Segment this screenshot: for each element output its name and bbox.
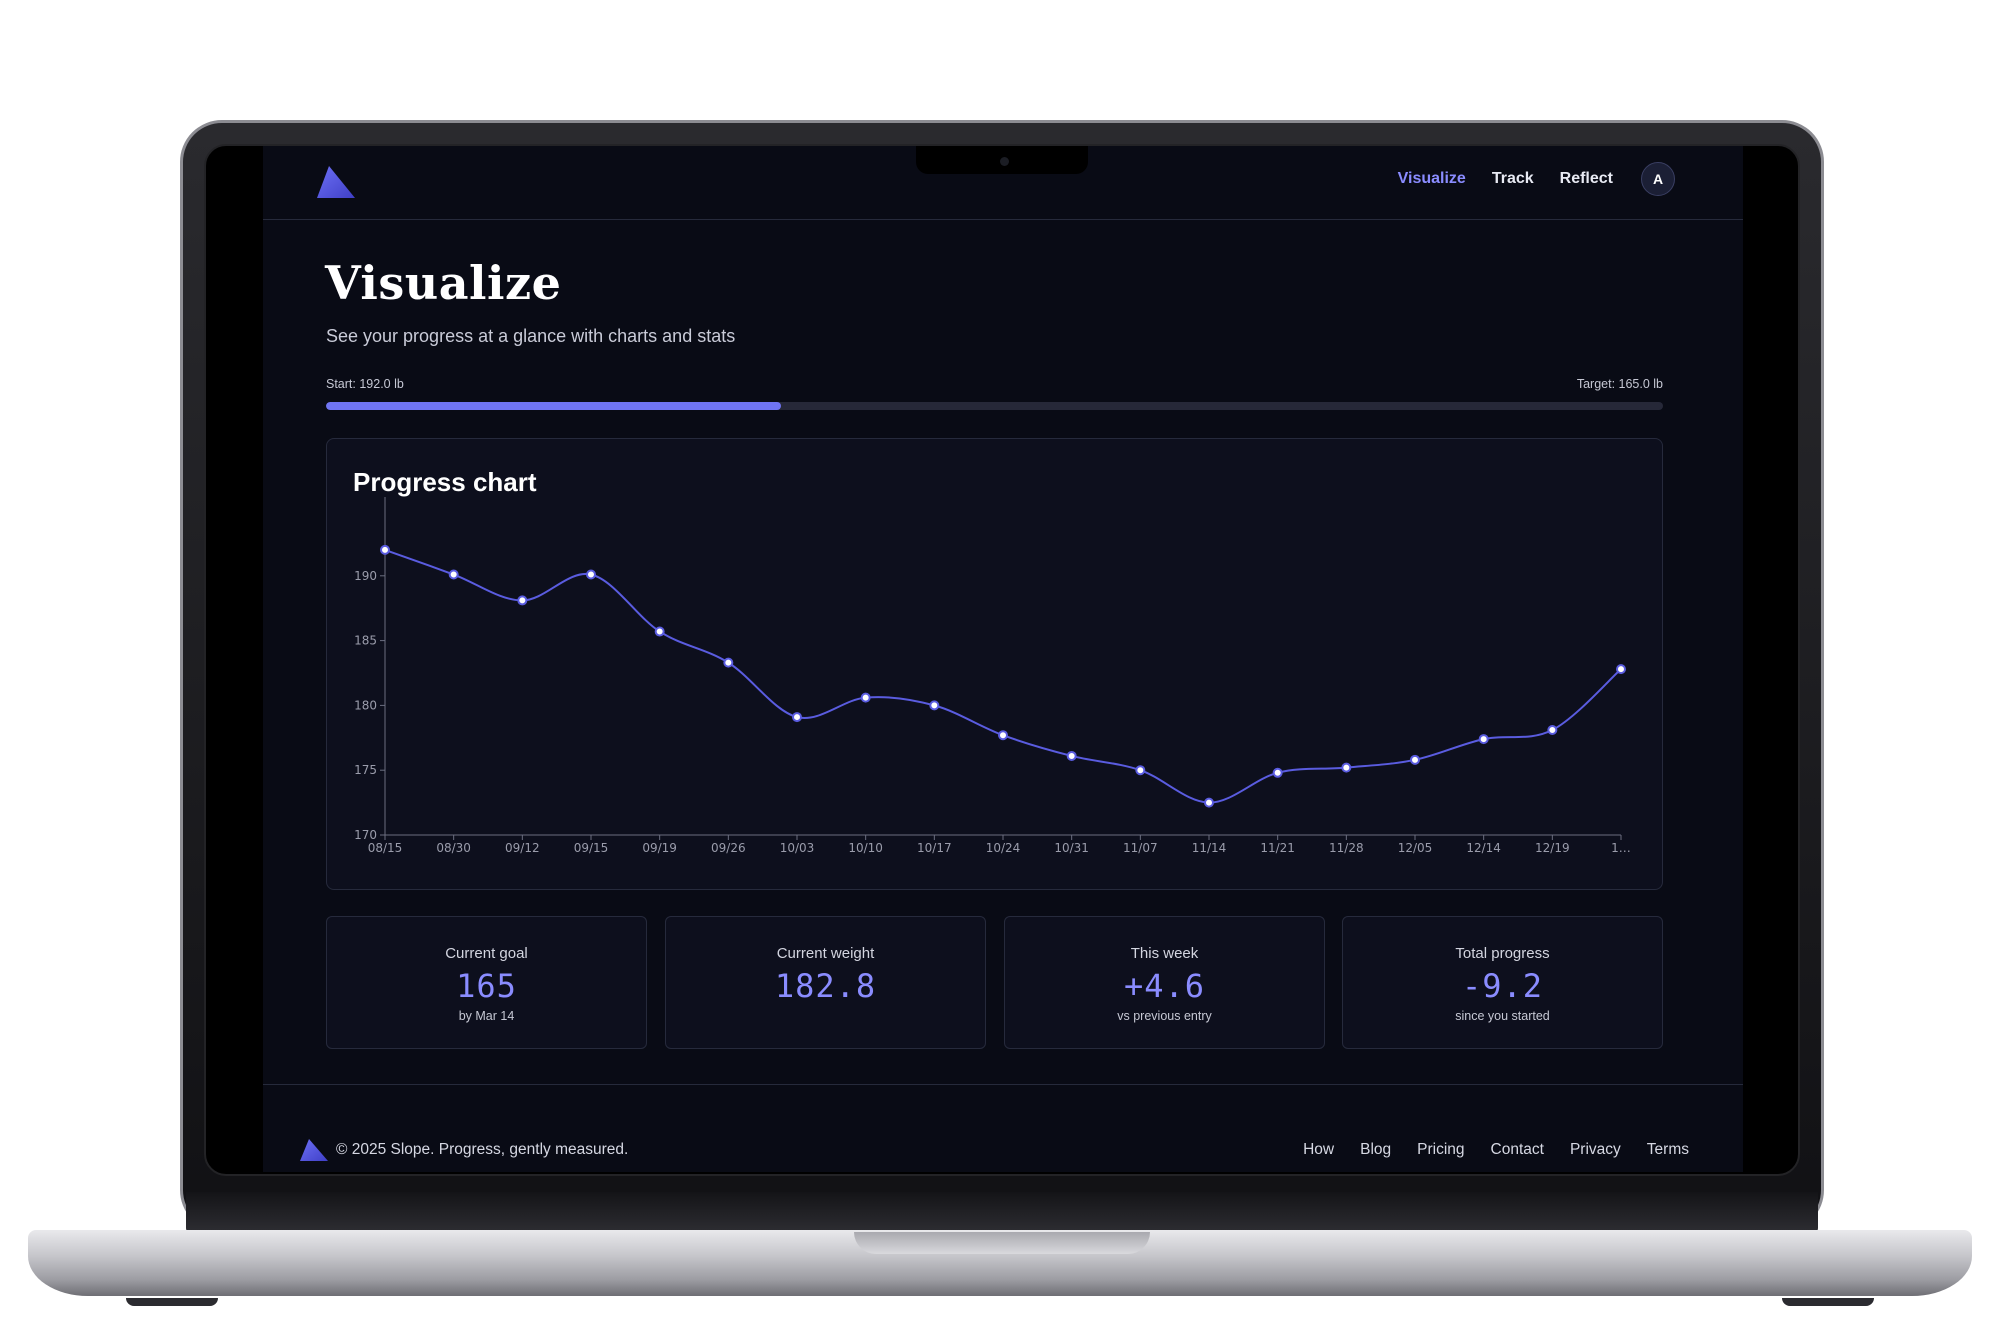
stat-value: -9.2 <box>1461 967 1544 1005</box>
data-point <box>1547 725 1558 736</box>
data-point <box>723 657 734 668</box>
stat-value: +4.6 <box>1123 967 1206 1005</box>
footer-copyright: © 2025 Slope. Progress, gently measured. <box>336 1141 629 1158</box>
stat-card-this-week: This week +4.6 vs previous entry <box>1004 916 1325 1049</box>
stat-sub: by Mar 14 <box>458 1009 515 1023</box>
stat-label: Current goal <box>445 945 528 962</box>
data-point <box>792 712 802 723</box>
x-tick-label: 12/05 <box>1398 841 1433 855</box>
data-point <box>1135 765 1146 776</box>
stat-label: Current weight <box>776 945 875 962</box>
page-subtitle: See your progress at a glance with chart… <box>326 326 736 346</box>
x-tick-label: 11/21 <box>1260 841 1295 855</box>
x-tick-label: 10/10 <box>848 841 883 855</box>
footer: © 2025 Slope. Progress, gently measured.… <box>263 1084 1743 1172</box>
main-nav: Visualize Track Reflect A <box>1398 162 1675 196</box>
y-tick-label: 175 <box>354 763 377 777</box>
x-tick-label: 08/15 <box>368 841 403 855</box>
nav-reflect[interactable]: Reflect <box>1559 170 1613 187</box>
laptop-foot-left <box>126 1298 218 1306</box>
x-tick-label: 10/03 <box>780 841 815 855</box>
data-point <box>1478 734 1489 745</box>
data-point <box>860 692 871 703</box>
data-point <box>654 626 665 637</box>
stat-label: This week <box>1130 945 1199 962</box>
series-line <box>384 548 1622 804</box>
chart-title: Progress chart <box>353 467 537 497</box>
x-tick-label: 09/15 <box>574 841 609 855</box>
progress-track <box>326 402 1663 410</box>
x-tick-label: 10/17 <box>917 841 952 855</box>
stat-value: 165 <box>456 967 517 1005</box>
stat-card-current-goal: Current goal 165 by Mar 14 <box>326 916 647 1049</box>
camera-icon <box>1000 157 1009 166</box>
x-tick-label: 10/24 <box>986 841 1021 855</box>
progress-chart: 170 175 180 185 190 08/15 08/30 09/12 09/15 09/19… <box>354 497 1631 855</box>
data-point <box>1616 664 1626 675</box>
stat-card-total-progress: Total progress -9.2 since you started <box>1342 916 1663 1049</box>
x-tick-label: 11/28 <box>1329 841 1364 855</box>
stat-card-current-weight: Current weight 182.8 <box>665 916 986 1049</box>
laptop-hinge <box>186 1192 1818 1234</box>
y-tick-label: 180 <box>354 698 377 712</box>
footer-links: How Blog Pricing Contact Privacy Terms <box>1303 1141 1689 1159</box>
x-tick-label: 10/31 <box>1054 841 1089 855</box>
data-point <box>1272 767 1283 778</box>
data-point <box>380 544 390 555</box>
data-point <box>1204 797 1214 808</box>
progress-fill <box>326 402 781 410</box>
data-point <box>448 569 459 580</box>
x-tick-label: 09/12 <box>505 841 540 855</box>
x-tick-label: 12/14 <box>1466 841 1501 855</box>
x-tick-label: 12/19 <box>1535 841 1570 855</box>
laptop-foot-right <box>1782 1298 1874 1306</box>
laptop-thumb-notch <box>854 1232 1150 1254</box>
x-tick-label: 1… <box>1611 841 1631 855</box>
stat-value: 182.8 <box>774 967 877 1005</box>
footer-link-how[interactable]: How <box>1303 1141 1335 1158</box>
progress-chart-card: Progress chart 170 175 180 185 190 08/15 08/30… <box>326 438 1663 890</box>
y-tick-label: 170 <box>354 828 377 842</box>
data-point <box>517 595 528 606</box>
avatar[interactable]: A <box>1641 162 1675 196</box>
page-title: Visualize <box>325 256 562 310</box>
x-tick-label: 11/07 <box>1123 841 1158 855</box>
app-header: Visualize Track Reflect A <box>263 146 1743 220</box>
stat-sub: vs previous entry <box>1117 1009 1212 1023</box>
data-point <box>1066 750 1077 761</box>
footer-logo-icon[interactable] <box>300 1139 328 1161</box>
data-point <box>586 569 596 580</box>
data-point <box>1410 754 1420 765</box>
nav-visualize[interactable]: Visualize <box>1397 170 1466 187</box>
x-tick-label: 11/14 <box>1192 841 1227 855</box>
screen: Visualize Track Reflect A Visualize See … <box>263 146 1743 1172</box>
data-point <box>929 700 940 711</box>
progress-target-label: Target: 165.0 lb <box>1576 377 1663 391</box>
stat-sub: since you started <box>1455 1009 1550 1023</box>
nav-track[interactable]: Track <box>1491 170 1534 187</box>
progress-start-label: Start: 192.0 lb <box>326 377 404 391</box>
data-point <box>998 730 1008 741</box>
footer-link-privacy[interactable]: Privacy <box>1569 1141 1621 1158</box>
y-tick-label: 190 <box>354 569 377 583</box>
stat-label: Total progress <box>1455 945 1550 962</box>
footer-link-terms[interactable]: Terms <box>1646 1141 1689 1158</box>
footer-link-pricing[interactable]: Pricing <box>1417 1141 1465 1158</box>
footer-link-blog[interactable]: Blog <box>1360 1141 1392 1158</box>
slope-logo-icon[interactable] <box>317 166 355 198</box>
y-tick-label: 185 <box>354 634 377 648</box>
data-point <box>1341 762 1352 773</box>
x-tick-label: 09/26 <box>711 841 746 855</box>
x-tick-label: 09/19 <box>642 841 677 855</box>
x-tick-label: 08/30 <box>436 841 471 855</box>
footer-link-contact[interactable]: Contact <box>1490 1141 1544 1158</box>
